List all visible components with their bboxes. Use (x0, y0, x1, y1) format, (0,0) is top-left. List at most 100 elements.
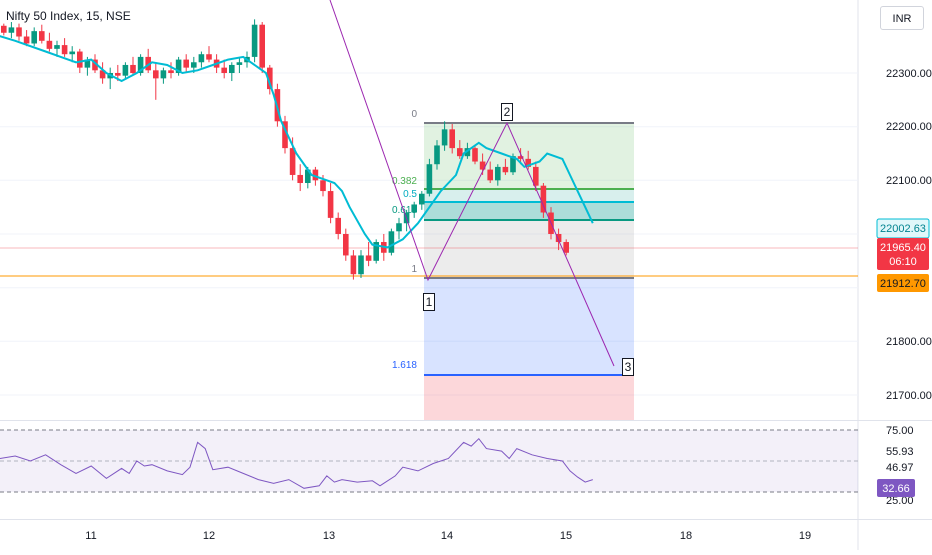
candle-body (122, 64, 129, 76)
candle-body (517, 156, 524, 159)
rsi-value-box (877, 479, 915, 497)
candle-body (457, 148, 463, 157)
candle-body (183, 59, 189, 68)
candle-body (46, 40, 53, 49)
candle-body (1, 25, 7, 33)
candle-body (555, 233, 562, 243)
fib-label-1: 1 (411, 264, 417, 275)
candle-body (479, 161, 486, 170)
candle-body (411, 204, 417, 213)
candle-body (449, 129, 455, 149)
wave-label-3-text: 3 (625, 360, 632, 374)
candle-body (495, 166, 501, 181)
candle-body (229, 64, 235, 73)
candle-body (99, 70, 106, 79)
candle-body (236, 62, 243, 65)
price-axis[interactable]: 22300.00 22200.00 22100.00 21800.00 2170… (876, 68, 932, 402)
rsi-pane (0, 429, 858, 493)
candle-body (267, 67, 273, 90)
candle-body (487, 169, 493, 181)
time-tick-12: 12 (203, 530, 215, 542)
time-tick-14: 14 (441, 530, 453, 542)
candle-body (396, 223, 402, 232)
candle-body (335, 217, 341, 234)
candle-body (39, 31, 45, 41)
fib-zone-gray (424, 220, 634, 278)
ma-price-value: 22002.63 (880, 223, 926, 235)
wave-label-1-box (423, 293, 435, 311)
candle-body (373, 242, 379, 261)
level-price-box (877, 274, 929, 292)
candle-body (191, 62, 197, 68)
candle-body (54, 45, 60, 49)
bar-countdown: 06:10 (889, 256, 917, 268)
wave-label-1-text: 1 (426, 295, 433, 309)
level-price-value: 21912.70 (880, 278, 926, 290)
candle-body (426, 164, 433, 194)
candle-body (358, 255, 364, 275)
rsi-line (0, 437, 593, 489)
time-tick-19: 19 (799, 530, 811, 542)
wave-label-1: 1 (423, 293, 435, 311)
candle-body (259, 24, 265, 68)
candle-body (77, 51, 83, 68)
price-tick-21700: 21700.00 (886, 390, 932, 402)
wave-line[interactable] (329, 0, 615, 367)
fib-zone-blue (424, 278, 634, 375)
candle-body (305, 169, 311, 184)
candle-body (115, 73, 121, 76)
fib-label-0382: 0.382 (392, 176, 417, 187)
wave-label-3: 3 (622, 358, 634, 376)
rsi-tick-25: 25.00 (886, 495, 914, 507)
candle-body (206, 54, 212, 60)
candle-body (23, 36, 30, 44)
candle-body (472, 148, 478, 162)
fib-label-1618: 1.618 (392, 360, 417, 371)
candle-body (510, 156, 516, 173)
fib-zone-teal-dark (424, 202, 634, 220)
rsi-tick-75: 75.00 (886, 425, 914, 437)
candle-body (175, 59, 182, 73)
candle-body (320, 180, 326, 192)
time-axis[interactable]: 11 12 13 14 15 18 19 (85, 530, 811, 542)
time-tick-11: 11 (85, 530, 96, 542)
candle-body (16, 27, 22, 37)
time-tick-18: 18 (680, 530, 692, 542)
rsi-axis[interactable]: 75.00 55.93 46.97 25.00 32.66 (877, 425, 915, 507)
moving-average-line (0, 35, 594, 249)
wave-label-2-text: 2 (504, 105, 511, 119)
last-price-box (877, 238, 929, 270)
candle-body (289, 148, 296, 175)
price-tick-21800: 21800.00 (886, 336, 932, 348)
candle-body (153, 70, 159, 79)
fib-label-0: 0 (411, 109, 417, 120)
candle-body (563, 242, 569, 253)
candle-body (365, 255, 372, 261)
candle-body (145, 56, 151, 71)
candle-body (350, 255, 357, 275)
candle-body (419, 193, 425, 205)
wave-label-2: 2 (501, 103, 513, 121)
candle-body (441, 129, 448, 146)
candle-body (137, 56, 144, 73)
wave-label-2-box (501, 103, 513, 121)
time-tick-15: 15 (560, 530, 572, 542)
candle-body (312, 169, 319, 181)
candle-body (464, 148, 471, 157)
candle-body (251, 24, 258, 57)
candle-body (502, 166, 509, 173)
fib-label-05: 0.5 (403, 189, 417, 200)
candle-body (434, 145, 440, 165)
fib-zone-green (424, 123, 634, 189)
rsi-value: 32.66 (882, 483, 910, 495)
candle-body (540, 185, 547, 213)
candle-body (525, 158, 531, 167)
price-tick-22100: 22100.00 (886, 175, 932, 187)
candle-body (69, 51, 75, 55)
fib-zone-red (424, 375, 634, 420)
wave-label-3-box (622, 358, 634, 376)
currency-selector[interactable]: INR (880, 6, 924, 30)
last-price-value: 21965.40 (880, 242, 926, 254)
